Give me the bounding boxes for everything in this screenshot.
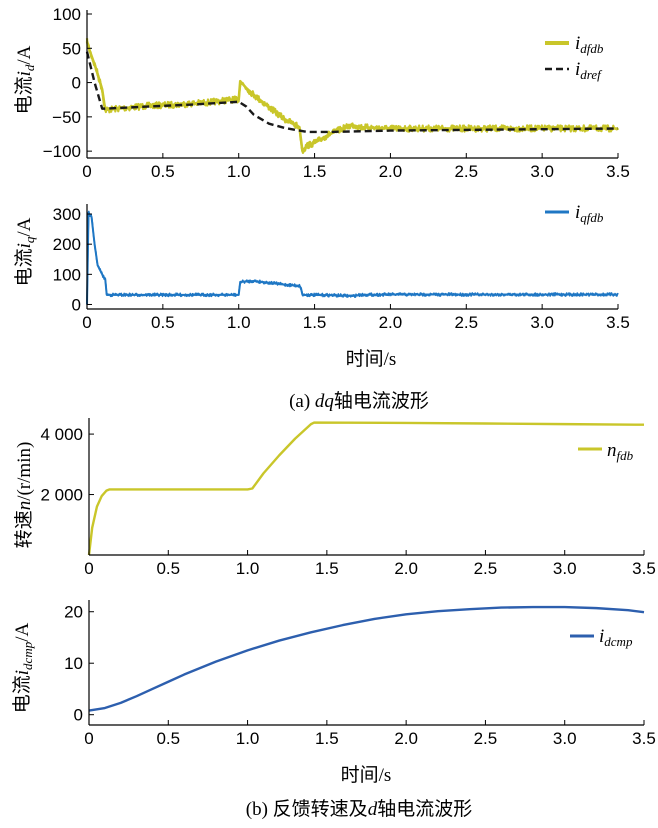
axes [86, 10, 619, 159]
x-tick-label: 3.5 [606, 162, 630, 181]
x-tick-label: 2.5 [454, 313, 478, 332]
series-layer [86, 210, 619, 305]
x-tick-label: 2.5 [474, 729, 498, 748]
y-axis-label: 电流id/A [13, 45, 37, 114]
y-tick-label: 20 [64, 603, 83, 622]
x-tick-label: 2.0 [394, 559, 418, 578]
tick-labels: 0 0.5 1.0 1.5 2.0 2.5 3.0 3.5 300 200 100 0 [53, 205, 630, 332]
x-tick-label: 1.5 [315, 559, 339, 578]
x-tick-label: 1.5 [315, 729, 339, 748]
axes [86, 204, 619, 310]
tick-labels: 0 0.5 1.0 1.5 2.0 2.5 3.0 3.5 20 10 0 [64, 603, 656, 748]
x-tick-label: 1.5 [303, 162, 327, 181]
y-tick-label: 4 000 [40, 425, 83, 444]
series-layer [87, 421, 645, 556]
series-layer [88, 605, 645, 712]
x-tick-label: 0 [84, 729, 93, 748]
tick-labels: 0 0.5 1.0 1.5 2.0 2.5 3.0 3.5 4 000 2 000 [40, 425, 655, 578]
x-tick-label: 3.5 [632, 729, 656, 748]
x-tick-label: 1.0 [227, 313, 251, 332]
legend-label-idfdb: idfdb [575, 33, 604, 56]
panel-idcmp: 0 0.5 1.0 1.5 2.0 2.5 3.0 3.5 20 10 0 电流idcmp/A id… [11, 600, 656, 786]
x-tick-label: 3.0 [553, 559, 577, 578]
x-tick-label: 3.0 [530, 162, 554, 181]
x-tick-label: 2.5 [454, 162, 478, 181]
x-tick-label: 2.0 [379, 162, 403, 181]
y-axis-label: 电流iq/A [13, 217, 37, 286]
y-axis-label: 转速n/(r/min) [13, 442, 35, 549]
x-tick-label: 1.0 [227, 162, 251, 181]
x-tick-label: 3.0 [530, 313, 554, 332]
series-trend-iqfdb [86, 211, 618, 305]
panel-id-current: 0 0.5 1.0 1.5 2.0 2.5 3.0 3.5 100 50 0 −50 −100 电流id… [13, 5, 630, 181]
legend: idcmp [570, 626, 633, 649]
y-tick-label: 50 [62, 39, 81, 58]
series-line-iqfdb [86, 210, 619, 304]
x-tick-label: 1.0 [236, 729, 260, 748]
series-line-nfdb [87, 421, 645, 556]
x-axis-label: 时间/s [346, 348, 397, 370]
legend-label-nfdb: nfdb [607, 440, 634, 463]
legend: iqfdb [545, 202, 604, 225]
x-tick-label: 2.5 [474, 559, 498, 578]
x-tick-label: 2.0 [379, 313, 403, 332]
tick-labels: 0 0.5 1.0 1.5 2.0 2.5 3.0 3.5 100 50 0 −50 −100 [43, 5, 630, 181]
x-tick-label: 3.0 [553, 729, 577, 748]
caption-a: (a) dq轴电流波形 [289, 390, 429, 412]
x-tick-label: 0 [82, 313, 91, 332]
y-tick-label: 200 [53, 235, 81, 254]
series-line-idref [85, 51, 619, 134]
x-tick-label: 0 [82, 162, 91, 181]
axes [88, 600, 645, 726]
series-line-idfdb [85, 38, 620, 154]
series-trend-idfdb [85, 41, 618, 153]
y-tick-label: 100 [53, 265, 81, 284]
y-tick-label: −100 [43, 142, 81, 161]
legend-label-idcmp: idcmp [599, 626, 633, 649]
x-axis-label: 时间/s [341, 764, 392, 786]
y-tick-label: 10 [64, 654, 83, 673]
legend: nfdb [578, 440, 634, 463]
y-tick-label: 0 [72, 295, 81, 314]
x-tick-label: 0.5 [151, 162, 175, 181]
y-tick-label: 100 [53, 5, 81, 24]
legend-label-idref: idref [575, 59, 603, 82]
y-tick-label: 0 [74, 706, 83, 725]
x-tick-label: 0 [84, 559, 93, 578]
x-tick-label: 0.5 [156, 559, 180, 578]
x-tick-label: 1.5 [303, 313, 327, 332]
legend: idfdb idref [545, 33, 604, 82]
y-tick-label: 300 [53, 205, 81, 224]
y-axis-label: 电流idcmp/A [11, 622, 35, 713]
x-tick-label: 3.5 [632, 559, 656, 578]
x-tick-label: 2.0 [394, 729, 418, 748]
y-tick-label: 2 000 [40, 486, 83, 505]
x-tick-label: 1.0 [236, 559, 260, 578]
y-tick-label: 0 [72, 74, 81, 93]
series-line-idcmp [88, 605, 645, 712]
axes [88, 418, 645, 556]
y-tick-label: −50 [52, 108, 81, 127]
x-tick-label: 0.5 [156, 729, 180, 748]
panel-speed: 0 0.5 1.0 1.5 2.0 2.5 3.0 3.5 4 000 2 000 转速n/(r/… [13, 418, 656, 578]
x-tick-label: 3.5 [606, 313, 630, 332]
series-layer [85, 38, 620, 154]
legend-label-iqfdb: iqfdb [575, 202, 604, 225]
caption-b: (b) 反馈转速及d轴电流波形 [246, 798, 472, 820]
x-tick-label: 0.5 [151, 313, 175, 332]
